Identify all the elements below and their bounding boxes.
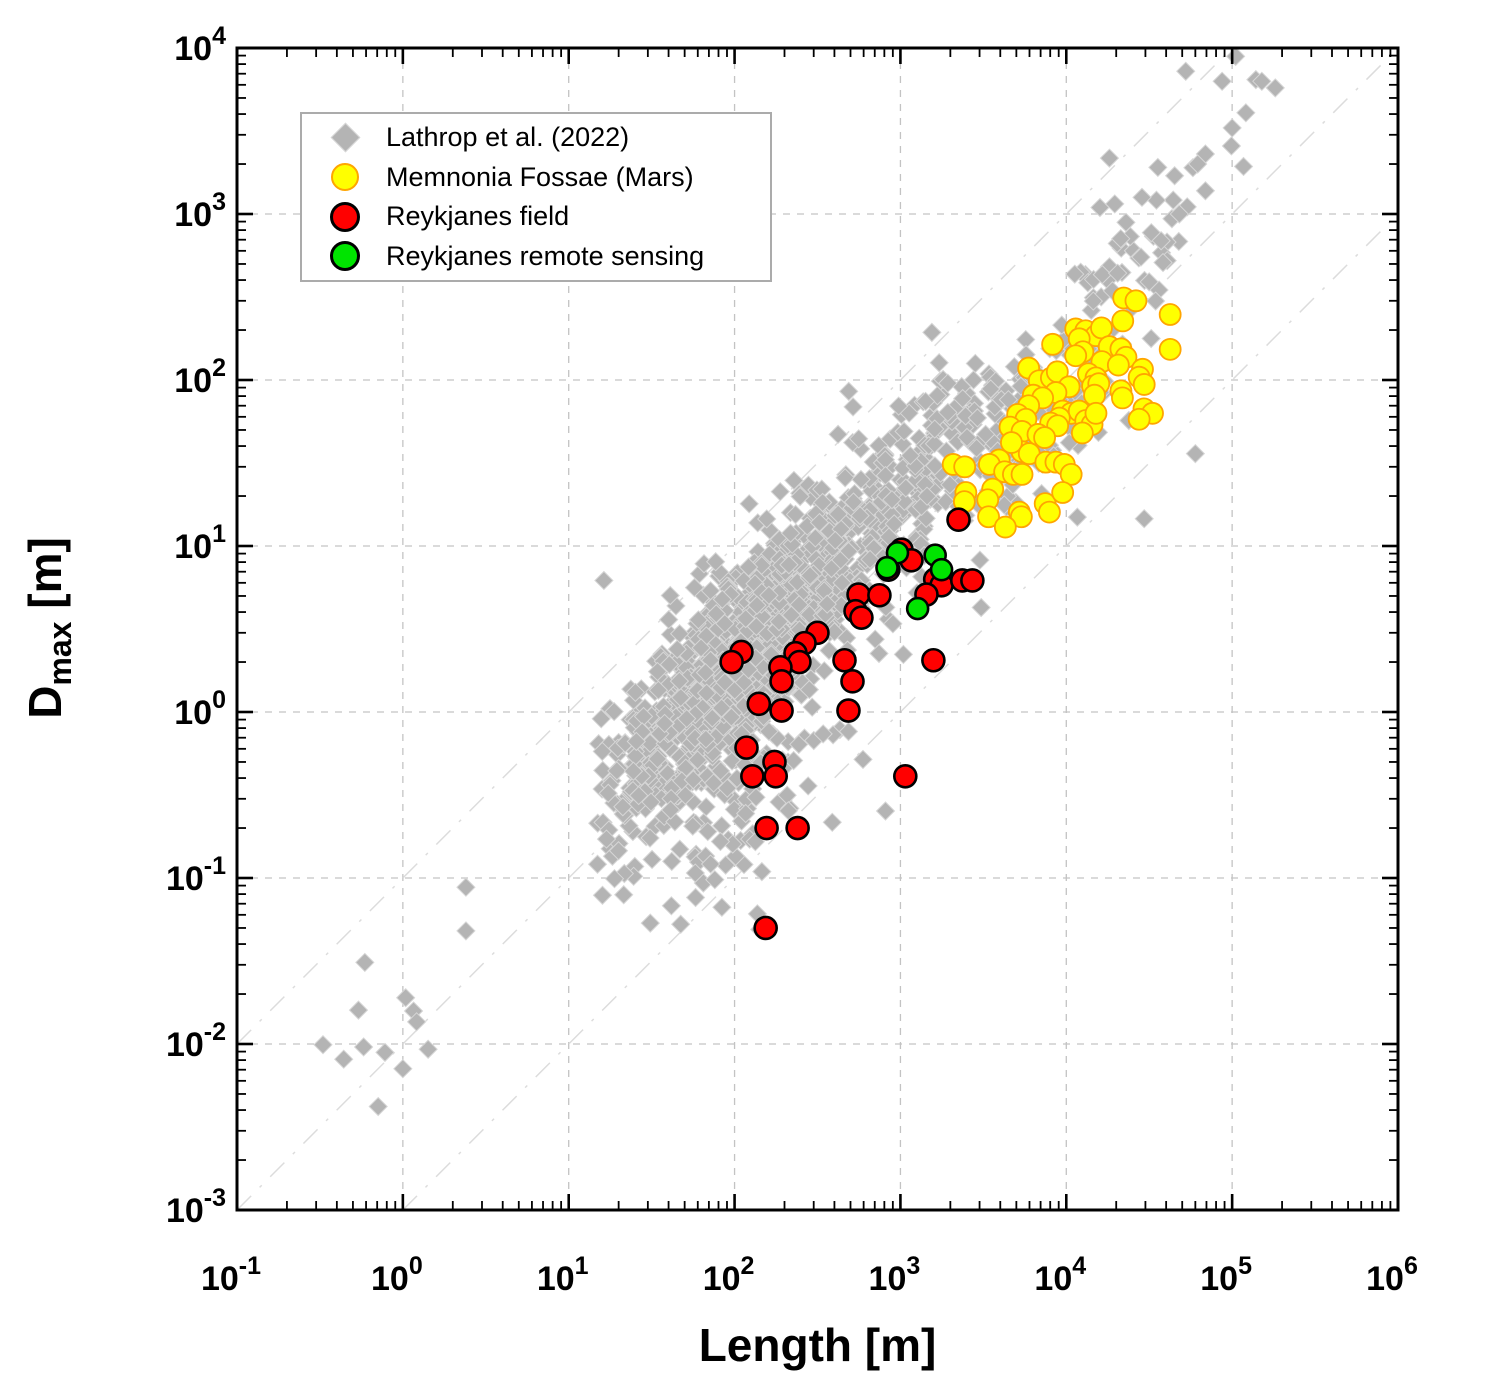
tick-label: 104 bbox=[174, 22, 226, 68]
yellow-circle-marker-icon bbox=[322, 163, 368, 192]
diamond-marker-icon bbox=[322, 122, 368, 153]
tick-label: 100 bbox=[371, 1252, 423, 1298]
tick-label: 10-3 bbox=[166, 1184, 226, 1230]
legend-item-memnonia: Memnonia Fossae (Mars) bbox=[302, 158, 770, 198]
y-axis-title-unit: [m] bbox=[19, 537, 71, 622]
tick-label: 105 bbox=[1200, 1252, 1252, 1298]
y-axis-title-sub: max bbox=[42, 621, 79, 686]
y-axis-title-main: D bbox=[19, 685, 71, 719]
series-reykjanes-remote bbox=[875, 540, 954, 621]
red-circle-marker-icon bbox=[322, 201, 368, 232]
legend-item-reykjanes-field: Reykjanes field bbox=[302, 197, 770, 237]
series-memnonia bbox=[941, 286, 1182, 539]
legend: Lathrop et al. (2022) Memnonia Fossae (M… bbox=[300, 112, 772, 282]
tick-label: 103 bbox=[174, 188, 226, 234]
tick-label: 10-1 bbox=[201, 1252, 261, 1298]
tick-label: 106 bbox=[1366, 1252, 1418, 1298]
tick-labels: 10-1 100 101 102 103 104 105 106 10-3 10-2 10-1 100… bbox=[166, 22, 1418, 1298]
plot-frame bbox=[235, 46, 1400, 1212]
tick-label: 101 bbox=[174, 520, 226, 566]
x-axis-title: Length [m] bbox=[698, 1319, 937, 1371]
tick-label: 102 bbox=[174, 354, 226, 400]
tick-label: 10-1 bbox=[166, 852, 226, 898]
tick-label: 101 bbox=[537, 1252, 589, 1298]
series-reykjanes-field bbox=[719, 507, 985, 941]
tick-label: 104 bbox=[1034, 1252, 1086, 1298]
legend-label: Reykjanes field bbox=[386, 201, 570, 232]
legend-item-lathrop: Lathrop et al. (2022) bbox=[302, 118, 770, 158]
tick-label: 10-2 bbox=[166, 1018, 226, 1064]
tick-label: 100 bbox=[174, 686, 226, 732]
legend-label: Reykjanes remote sensing bbox=[386, 240, 705, 271]
reference-lines bbox=[236, 47, 1399, 1211]
tick-label: 103 bbox=[869, 1252, 921, 1298]
legend-item-reykjanes-remote: Reykjanes remote sensing bbox=[302, 237, 770, 277]
legend-label: Lathrop et al. (2022) bbox=[386, 122, 630, 153]
legend-label: Memnonia Fossae (Mars) bbox=[386, 161, 694, 192]
green-circle-marker-icon bbox=[322, 241, 368, 272]
axis-ticks bbox=[235, 46, 1400, 1212]
tick-label: 102 bbox=[703, 1252, 755, 1298]
